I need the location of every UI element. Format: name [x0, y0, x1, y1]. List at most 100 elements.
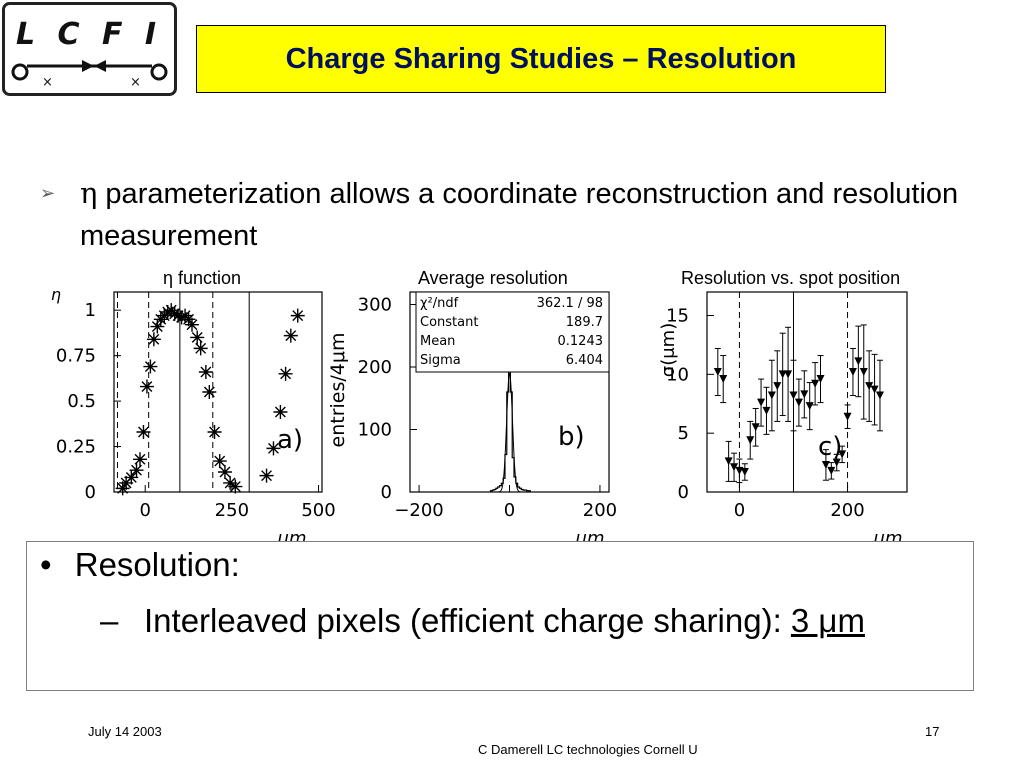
data-point-asterisk — [278, 366, 293, 381]
intro-text: parameterization allows a coordinate rec… — [80, 178, 959, 252]
stats-label: χ²/ndf — [420, 296, 459, 311]
data-point-asterisk — [273, 405, 288, 419]
data-point-triangle — [724, 457, 733, 466]
y-tick-label: 0 — [85, 482, 96, 503]
data-point-asterisk — [228, 479, 243, 494]
data-point-asterisk — [207, 425, 222, 439]
data-point-triangle — [762, 406, 771, 415]
sub-dash: – — [100, 602, 119, 639]
data-point-asterisk — [212, 454, 227, 469]
data-point-triangle — [811, 379, 820, 388]
stats-value: 0.1243 — [558, 334, 604, 349]
data-point-asterisk — [283, 328, 298, 343]
lcfi-logo: L C F I × × — [2, 2, 177, 96]
data-point-triangle — [848, 368, 857, 376]
y-tick-label: 0 — [381, 482, 392, 503]
data-point-asterisk — [160, 305, 175, 319]
data-point-asterisk — [290, 308, 305, 323]
data-point-asterisk — [119, 475, 134, 490]
y-tick-label: 15 — [666, 306, 689, 327]
data-point-asterisk — [185, 317, 199, 332]
x-tick-label: 0 — [504, 500, 515, 521]
y-tick-label: 10 — [666, 364, 689, 385]
chart-c-ylabel: σ(μm) — [658, 323, 679, 377]
data-point-triangle — [832, 458, 841, 467]
x-tick-label: −200 — [394, 500, 443, 521]
stats-label: Mean — [420, 334, 455, 349]
resolution-bullet: • Resolution: — [40, 546, 240, 584]
data-point-triangle — [838, 450, 847, 459]
y-tick-label: 0.75 — [56, 346, 96, 367]
y-tick-label: 100 — [358, 420, 392, 441]
data-point-asterisk — [223, 475, 238, 490]
data-point-triangle — [713, 368, 722, 376]
data-point-triangle — [870, 385, 879, 394]
data-point-triangle — [730, 463, 739, 472]
caption-eta-function: η function — [163, 268, 242, 288]
data-point-triangle — [827, 466, 836, 475]
data-point-asterisk — [139, 379, 154, 394]
data-point-asterisk — [193, 341, 208, 356]
gaussian-fit-curve — [491, 372, 528, 493]
caption-resolution-vs-spot: Resolution vs. spot position — [681, 268, 901, 288]
data-point-triangle — [767, 391, 776, 400]
stats-box — [415, 291, 610, 373]
x-tick-label: 500 — [301, 500, 335, 521]
stats-label: Sigma — [420, 353, 461, 368]
data-point-triangle — [757, 398, 766, 407]
data-point-triangle — [821, 460, 830, 469]
stats-label: Constant — [420, 315, 478, 330]
data-point-asterisk — [115, 481, 130, 496]
title-banner: Charge Sharing Studies – Resolution — [196, 25, 886, 93]
chart-b-ylabel: entries/4μm — [327, 333, 349, 448]
data-point-asterisk — [133, 452, 147, 467]
data-point-triangle — [859, 368, 868, 376]
data-point-triangle — [875, 391, 884, 400]
eta-symbol: η — [80, 176, 98, 210]
chart-b-panel-label: b) — [558, 422, 585, 452]
x-tick-label: 0 — [734, 500, 745, 521]
stats-value: 189.7 — [566, 315, 603, 330]
data-point-triangle — [843, 412, 852, 421]
data-point-asterisk — [136, 425, 151, 439]
plot-frame — [706, 291, 908, 493]
data-point-asterisk — [146, 332, 161, 347]
data-point-triangle — [854, 357, 863, 366]
data-point-asterisk — [143, 359, 158, 374]
chart-a-ylabel: η — [51, 285, 61, 304]
x-tick-label: 250 — [215, 500, 249, 521]
footer-page-number: 17 — [925, 724, 940, 739]
resolution-value: 3 μm — [790, 602, 865, 639]
chart-c-panel-label: c) — [818, 432, 842, 462]
data-point-asterisk — [167, 306, 182, 321]
data-point-asterisk — [150, 319, 165, 334]
data-point-asterisk — [259, 468, 274, 483]
caption-average-resolution: Average resolution — [418, 268, 568, 288]
svg-text:×: × — [42, 75, 53, 90]
resolution-sub-text: Interleaved pixels (efficient charge sha… — [144, 602, 791, 639]
y-tick-label: 5 — [678, 423, 689, 444]
y-tick-label: 1 — [85, 300, 96, 321]
data-point-triangle — [800, 390, 809, 399]
chart-a-panel-label: a) — [277, 425, 303, 455]
intro-bullet-text: η parameterization allows a coordinate r… — [80, 172, 1000, 257]
x-tick-label: 200 — [830, 500, 864, 521]
data-point-asterisk — [217, 465, 232, 479]
data-point-triangle — [751, 423, 760, 432]
x-tick-label: 0 — [139, 500, 150, 521]
data-point-triangle — [805, 402, 814, 411]
y-tick-label: 200 — [358, 357, 392, 378]
data-point-triangle — [794, 398, 803, 407]
svg-text:×: × — [130, 75, 141, 90]
data-point-asterisk — [266, 441, 281, 456]
y-tick-label: 0.25 — [56, 437, 96, 458]
data-point-triangle — [778, 370, 787, 379]
data-point-asterisk — [129, 463, 144, 478]
y-tick-label: 300 — [358, 295, 392, 316]
stats-value: 362.1 / 98 — [537, 296, 603, 311]
data-point-asterisk — [190, 330, 205, 345]
footer-credit: C Damerell LC technologies Cornell U — [478, 742, 698, 757]
slide-title: Charge Sharing Studies – Resolution — [285, 42, 797, 75]
